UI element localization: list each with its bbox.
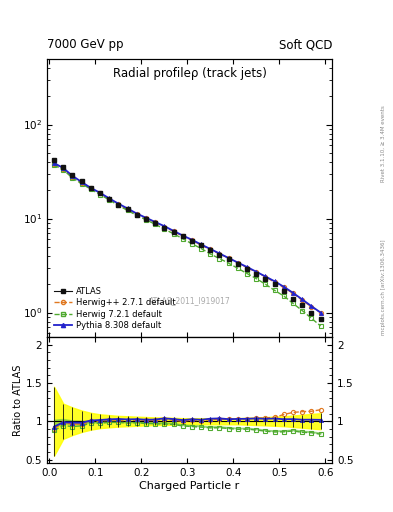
Text: Rivet 3.1.10, ≥ 3.4M events: Rivet 3.1.10, ≥ 3.4M events bbox=[381, 105, 386, 182]
Text: Soft QCD: Soft QCD bbox=[279, 38, 332, 51]
Text: 7000 GeV pp: 7000 GeV pp bbox=[47, 38, 124, 51]
Legend: ATLAS, Herwig++ 2.7.1 default, Herwig 7.2.1 default, Pythia 8.308 default: ATLAS, Herwig++ 2.7.1 default, Herwig 7.… bbox=[51, 284, 178, 333]
Text: mcplots.cern.ch [arXiv:1306.3436]: mcplots.cern.ch [arXiv:1306.3436] bbox=[381, 239, 386, 334]
Text: Radial profileρ (track jets): Radial profileρ (track jets) bbox=[113, 67, 266, 80]
Y-axis label: Ratio to ATLAS: Ratio to ATLAS bbox=[13, 365, 23, 436]
X-axis label: Charged Particle r: Charged Particle r bbox=[140, 481, 240, 491]
Text: ATLAS_2011_I919017: ATLAS_2011_I919017 bbox=[149, 296, 231, 305]
